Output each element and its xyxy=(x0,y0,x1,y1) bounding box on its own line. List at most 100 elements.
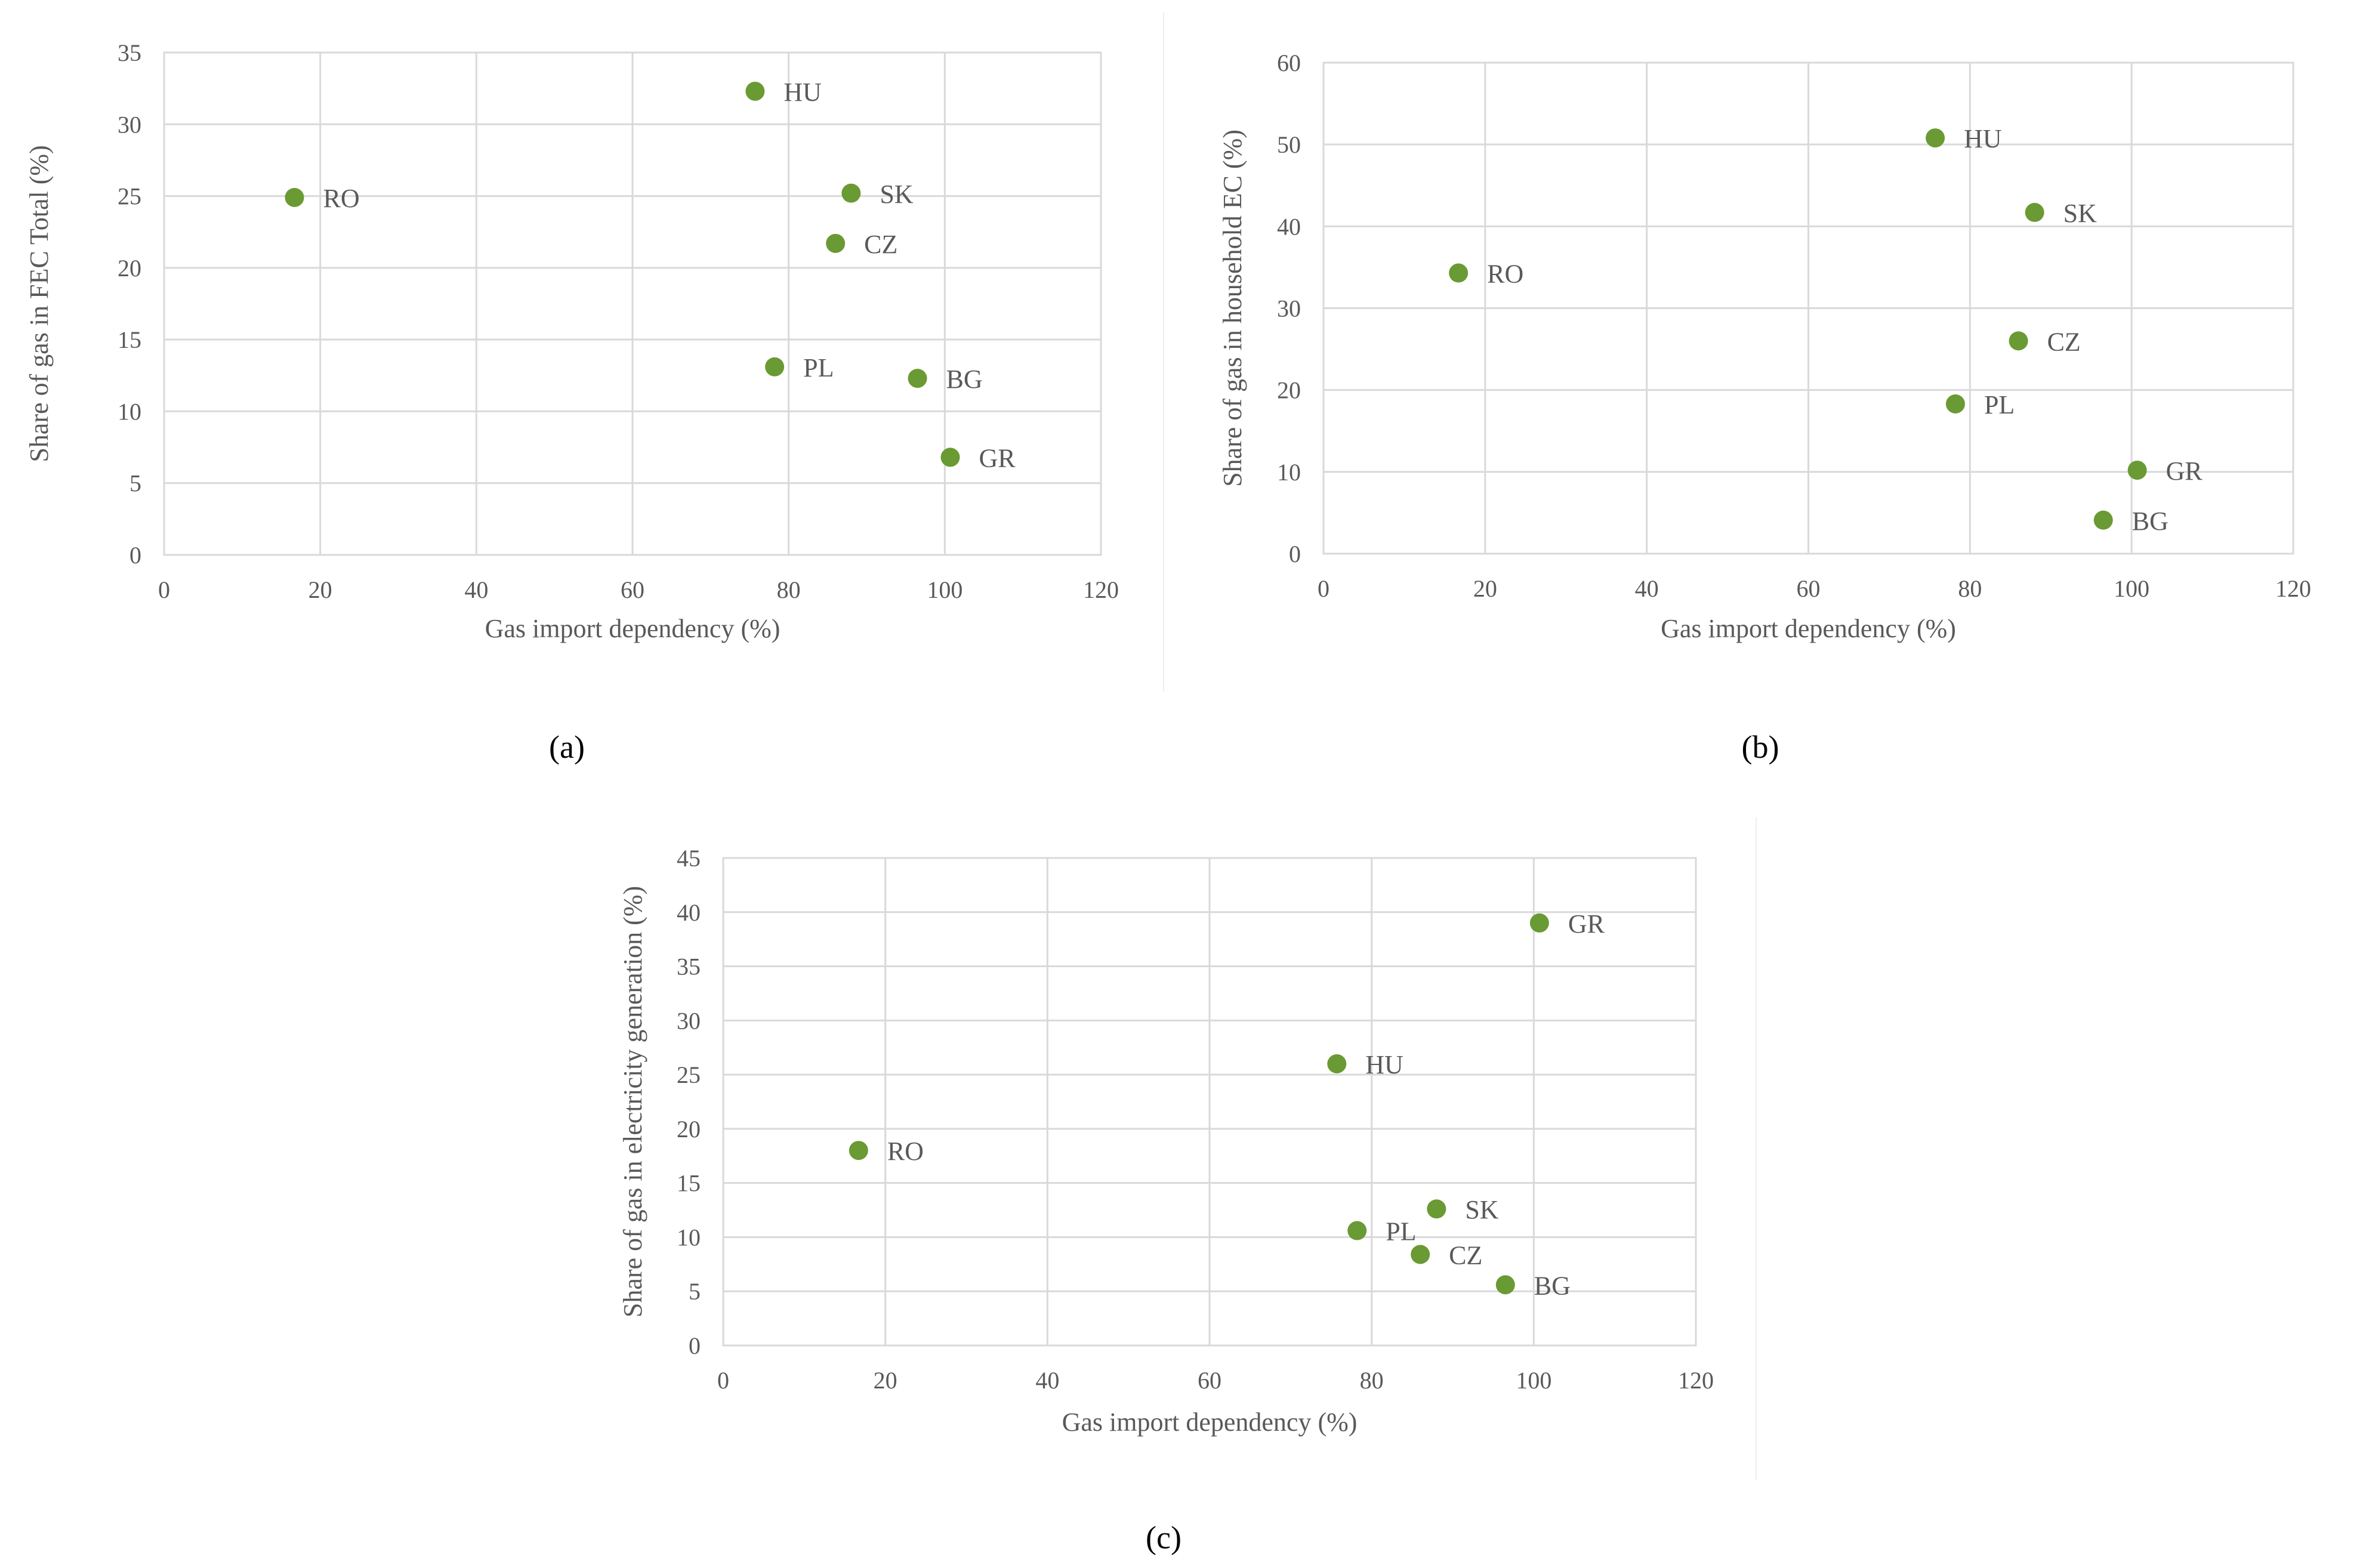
data-point-bg xyxy=(2093,510,2113,530)
data-label-gr: GR xyxy=(1568,909,1605,939)
data-point-sk xyxy=(2025,203,2044,223)
x-tick-label: 20 xyxy=(1473,575,1497,602)
data-point-cz xyxy=(1411,1245,1430,1264)
y-tick-label: 30 xyxy=(118,111,141,138)
x-tick-label: 0 xyxy=(1318,575,1329,602)
y-tick-label: 5 xyxy=(689,1278,701,1305)
y-tick-label: 0 xyxy=(129,542,141,569)
x-tick-label: 0 xyxy=(717,1367,729,1394)
data-point-bg xyxy=(908,369,927,388)
y-axis-title: Share of gas in household EC (%) xyxy=(1218,129,1247,487)
x-axis-title: Gas import dependency (%) xyxy=(1062,1408,1358,1437)
y-tick-label: 50 xyxy=(1277,131,1301,158)
y-tick-label: 0 xyxy=(689,1332,701,1359)
data-label-bg: BG xyxy=(2132,507,2168,536)
y-tick-label: 10 xyxy=(1277,459,1301,486)
data-point-ro xyxy=(285,187,304,207)
y-tick-label: 45 xyxy=(677,845,701,872)
data-label-gr: GR xyxy=(979,443,1016,473)
data-point-gr xyxy=(2127,461,2147,480)
data-point-cz xyxy=(826,233,846,253)
x-tick-label: 120 xyxy=(1083,576,1119,603)
x-tick-label: 100 xyxy=(2114,575,2149,602)
y-tick-label: 30 xyxy=(1277,295,1301,322)
data-point-ro xyxy=(849,1141,868,1160)
data-label-pl: PL xyxy=(1386,1217,1416,1246)
x-tick-label: 100 xyxy=(1516,1367,1551,1394)
y-tick-label: 40 xyxy=(1277,213,1301,240)
chart-a: 0 20 40 60 80 100 120 0 5 10 15 20 25 30 35 Gas import … xyxy=(24,39,1119,765)
data-point-pl xyxy=(1347,1221,1367,1240)
plot-area xyxy=(1322,61,2294,555)
data-label-sk: SK xyxy=(2063,199,2097,228)
x-tick-label: 60 xyxy=(1797,575,1821,602)
x-tick-label: 60 xyxy=(1198,1367,1221,1394)
data-label-hu: HU xyxy=(1365,1050,1403,1079)
y-tick-label: 60 xyxy=(1277,50,1301,76)
x-axis-title: Gas import dependency (%) xyxy=(485,614,781,643)
data-label-hu: HU xyxy=(1964,124,2002,153)
y-tick-label: 35 xyxy=(118,39,141,66)
y-tick-label: 5 xyxy=(129,470,141,497)
chart-caption: (c) xyxy=(1146,1520,1182,1555)
x-tick-label: 40 xyxy=(1035,1367,1059,1394)
data-label-bg: BG xyxy=(946,365,983,394)
x-tick-label: 80 xyxy=(1958,575,1982,602)
y-tick-label: 20 xyxy=(1277,377,1301,404)
chart-b: 0 20 40 60 80 100 120 0 10 20 30 40 50 60 Gas import d… xyxy=(1218,50,2311,765)
y-tick-label: 20 xyxy=(118,255,141,282)
x-tick-label: 0 xyxy=(158,576,170,603)
y-tick-label: 10 xyxy=(118,398,141,425)
x-tick-label: 80 xyxy=(1360,1367,1384,1394)
data-point-ro xyxy=(1449,263,1469,283)
y-tick-label: 0 xyxy=(1289,541,1301,567)
y-tick-label: 30 xyxy=(677,1007,701,1034)
data-point-gr xyxy=(940,447,960,467)
data-label-cz: CZ xyxy=(864,230,897,259)
data-point-hu xyxy=(1926,128,1945,148)
data-point-pl xyxy=(765,357,785,376)
data-point-cz xyxy=(2009,331,2028,351)
x-tick-label: 20 xyxy=(309,576,332,603)
data-point-gr xyxy=(1529,913,1549,933)
data-label-gr: GR xyxy=(2166,456,2203,486)
data-label-ro: RO xyxy=(887,1137,924,1166)
chart-c: 0 20 40 60 80 100 120 0 5 10 15 20 25 30 35 40 45 Gas imp… xyxy=(618,845,1714,1555)
y-tick-label: 35 xyxy=(677,953,701,980)
data-label-ro: RO xyxy=(323,184,359,213)
y-tick-label: 25 xyxy=(118,183,141,210)
plot-area xyxy=(722,857,1697,1347)
x-tick-label: 40 xyxy=(1635,575,1659,602)
x-tick-label: 120 xyxy=(2275,575,2311,602)
data-label-hu: HU xyxy=(783,78,822,107)
data-point-hu xyxy=(1327,1054,1347,1073)
data-label-pl: PL xyxy=(1984,390,2015,419)
chart-caption: (a) xyxy=(549,729,585,765)
data-label-cz: CZ xyxy=(2047,327,2081,356)
x-tick-label: 100 xyxy=(927,576,963,603)
chart-caption: (b) xyxy=(1742,729,1779,765)
plot-area xyxy=(163,51,1102,556)
y-tick-label: 25 xyxy=(677,1061,701,1088)
y-axis-title: Share of gas in FEC Total (%) xyxy=(24,145,54,462)
data-point-pl xyxy=(1945,394,1965,413)
x-tick-label: 60 xyxy=(621,576,644,603)
data-point-hu xyxy=(745,81,765,101)
data-label-sk: SK xyxy=(1465,1195,1498,1224)
y-tick-label: 15 xyxy=(677,1170,701,1197)
data-label-bg: BG xyxy=(1534,1271,1571,1300)
data-point-bg xyxy=(1495,1275,1515,1295)
data-label-cz: CZ xyxy=(1449,1240,1482,1270)
data-label-sk: SK xyxy=(880,180,913,209)
y-tick-label: 40 xyxy=(677,899,701,926)
x-tick-label: 40 xyxy=(464,576,488,603)
y-tick-label: 20 xyxy=(677,1116,701,1143)
y-axis-title: Share of gas in electricity generation (… xyxy=(618,886,647,1317)
y-tick-label: 15 xyxy=(118,326,141,353)
x-tick-label: 80 xyxy=(777,576,801,603)
x-axis-title: Gas import dependency (%) xyxy=(1661,614,1956,643)
data-label-ro: RO xyxy=(1487,260,1523,289)
y-tick-label: 10 xyxy=(677,1224,701,1251)
data-label-pl: PL xyxy=(803,353,834,382)
